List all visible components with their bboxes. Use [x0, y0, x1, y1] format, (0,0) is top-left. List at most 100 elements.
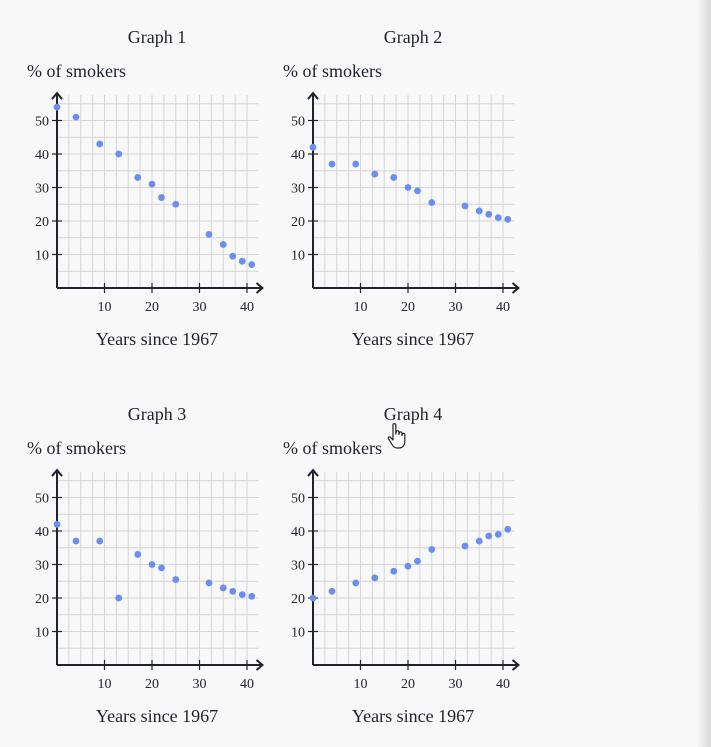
graph-1-x-tick-label: 20: [145, 300, 159, 315]
graph-1-data-point: [148, 180, 156, 188]
graph-1-y-tick-label: 20: [35, 215, 49, 230]
graph-4-panel: Graph 4 % of smokers 10 20 30 40 50 10 20 30 40 …: [283, 377, 543, 737]
graph-1-data-point: [229, 252, 237, 260]
graph-3-data-point: [72, 537, 80, 545]
graph-2-x-axis-arrow-icon: [511, 282, 521, 294]
graph-3-x-tick-label: 10: [98, 677, 112, 692]
graph-2-data-point: [428, 199, 436, 206]
graph-3-x-tick-label: 30: [193, 677, 207, 692]
graph-2-y-tick-label: 20: [291, 215, 305, 230]
graph-3-panel: Graph 3 % of smokers 10 20 30 40 50 10 20 30 40 …: [27, 377, 287, 737]
graph-4-data-point: [309, 594, 317, 602]
graph-4-title: Graph 4: [383, 404, 443, 424]
graph-1-data-point: [248, 261, 256, 268]
graph-3-data-point: [148, 561, 156, 568]
graph-4-data-point: [475, 537, 483, 545]
graph-1-y-tick-label: 30: [35, 182, 49, 197]
graph-2-x-tick-label: 30: [449, 300, 463, 315]
graph-2-data-point: [404, 184, 412, 191]
graph-4-x-tick-label: 20: [401, 677, 415, 692]
graph-3-data-point: [53, 520, 61, 528]
graph-4-data-point: [390, 567, 398, 575]
graph-2-data-point: [494, 214, 502, 222]
graph-4-data-point: [428, 546, 436, 553]
graph-1-data-point: [158, 194, 165, 201]
graph-4-x-tick-label: 30: [449, 677, 463, 692]
graph-4-gridlines: [313, 472, 515, 665]
graph-3-x-tick-label: 20: [145, 677, 159, 692]
graph-1-y-tick-label: 10: [35, 249, 49, 264]
graph-1-data-point: [134, 174, 142, 181]
graph-1-y-tick-label: 40: [35, 148, 49, 163]
graph-1-y-tick-label: 50: [35, 115, 49, 130]
graph-2-y-axis-arrow-icon: [307, 91, 319, 100]
graph-1-y-axis-arrow-icon: [51, 91, 63, 100]
graph-1-x-tick-label: 40: [240, 300, 254, 315]
graph-4-data-point: [414, 557, 421, 565]
graph-1-data-point: [205, 231, 213, 238]
graph-2-data-point: [414, 187, 421, 195]
graph-3-data-point: [205, 579, 213, 587]
graph-3-data-point: [115, 594, 123, 602]
graph-3-y-tick-label: 50: [35, 492, 49, 507]
graph-1-title: Graph 1: [127, 27, 187, 47]
graph-3-data-point: [238, 591, 246, 599]
graph-4-x-axis-arrow-icon: [511, 659, 521, 671]
graph-2-data-point: [352, 160, 360, 168]
graph-3-x-axis-label: Years since 1967: [95, 706, 219, 726]
graph-3-x-tick-label: 40: [240, 677, 254, 692]
graph-2-x-tick-label: 40: [496, 300, 510, 315]
graph-4-y-tick-label: 20: [291, 592, 305, 607]
graph-1-x-axis-label: Years since 1967: [95, 329, 219, 349]
graph-3-y-tick-label: 30: [35, 559, 49, 574]
graph-3-x-axis-arrow-icon: [255, 659, 265, 671]
graph-2-x-tick-label: 20: [401, 300, 415, 315]
graph-3-y-tick-label: 10: [35, 626, 49, 641]
graph-4-y-axis-label: % of smokers: [283, 438, 382, 458]
graph-2-plot: 10 20 30 40 50 10 20 30 40: [291, 91, 521, 315]
graph-3-data-point: [158, 564, 165, 572]
graph-3-data-point: [248, 592, 256, 600]
graph-4-data-point: [504, 525, 512, 533]
graph-1-data-point: [96, 140, 104, 148]
graph-2-y-tick-label: 50: [291, 115, 305, 130]
graph-4-data-point: [371, 574, 379, 582]
graph-4-data-point: [461, 542, 469, 550]
graph-4-data-point: [494, 530, 502, 538]
graph-2-gridlines: [313, 95, 515, 288]
graph-3-title: Graph 3: [127, 404, 187, 424]
graph-3-data-point: [229, 587, 237, 595]
graph-3-data-point: [96, 537, 104, 545]
graph-3-data-point: [219, 584, 227, 592]
graph-1-x-tick-label: 10: [98, 300, 112, 315]
hand-pointer-cursor-icon: [387, 423, 406, 449]
graph-1-panel: Graph 1 % of smokers 10 20 30 40 50 10 20 30 40 …: [27, 0, 287, 360]
graph-4-x-axis-label: Years since 1967: [351, 706, 475, 726]
graph-4-data-point: [352, 579, 360, 587]
graph-2-y-tick-label: 40: [291, 148, 305, 163]
graph-1-gridlines: [57, 95, 259, 288]
graph-2-data-point: [371, 170, 379, 178]
graph-3-plot: 10 20 30 40 50 10 20 30 40: [35, 468, 265, 692]
graph-2-data-point: [328, 160, 336, 168]
graph-2-y-tick-label: 10: [291, 249, 305, 264]
graph-2-panel: Graph 2 % of smokers 10 20 30 40 50 10 20 30 40 …: [283, 0, 543, 360]
graph-4-y-tick-label: 50: [291, 492, 305, 507]
graph-4-y-axis-arrow-icon: [307, 468, 319, 477]
graph-2-y-axis-label: % of smokers: [283, 61, 382, 81]
graph-1-x-tick-label: 30: [193, 300, 207, 315]
graph-3-y-tick-label: 40: [35, 525, 49, 540]
graph-4-y-tick-label: 30: [291, 559, 305, 574]
graph-2-data-point: [390, 174, 398, 181]
graph-3-y-axis-arrow-icon: [51, 468, 63, 477]
graph-2-x-axis-label: Years since 1967: [351, 329, 475, 349]
graph-1-x-axis-arrow-icon: [255, 282, 265, 294]
graph-2-data-point: [475, 207, 483, 215]
graph-4-plot: 10 20 30 40 50 10 20 30 40: [291, 468, 521, 692]
graph-1-plot: 10 20 30 40 50 10 20 30 40: [35, 91, 265, 315]
graph-3-y-tick-label: 20: [35, 592, 49, 607]
graph-2-data-point: [309, 143, 317, 151]
page-edge-shadow: [697, 0, 711, 747]
graph-1-data-point: [172, 200, 180, 208]
graph-2-data-point: [461, 202, 469, 210]
